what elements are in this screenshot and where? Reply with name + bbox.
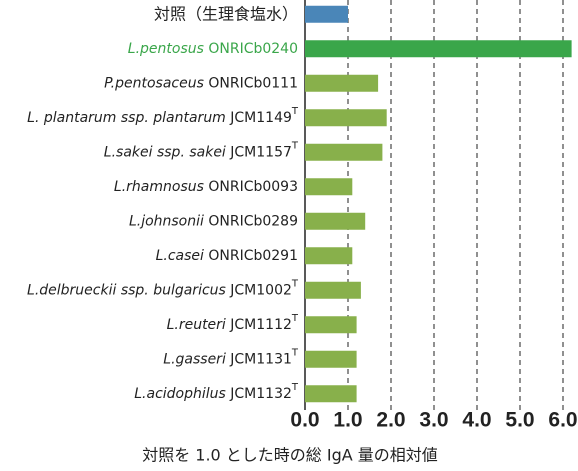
- category-species: L.casei: [156, 248, 204, 264]
- category-species: L.gasseri: [163, 351, 226, 367]
- category-strain: 対照（生理食塩水）: [154, 4, 298, 23]
- y-tick-label: L.casei ONRICb0291: [156, 248, 298, 264]
- x-tick-label: 2.0: [376, 409, 405, 432]
- y-tick-label: 対照（生理食塩水）: [154, 4, 298, 23]
- bar: [305, 109, 387, 127]
- bar: [305, 281, 361, 299]
- bar: [305, 247, 353, 265]
- category-strain: ONRICb0111: [204, 75, 298, 91]
- bar: [305, 316, 357, 334]
- category-species: L. plantarum ssp. plantarum: [27, 110, 226, 126]
- category-strain: ONRICb0291: [204, 248, 298, 264]
- category-species: L.reuteri: [167, 317, 226, 333]
- y-tick-label: P.pentosaceus ONRICb0111: [104, 75, 298, 91]
- bar: [305, 212, 366, 230]
- category-superscript: T: [291, 106, 299, 117]
- category-species: L.johnsonii: [129, 213, 204, 229]
- x-tick-label: 3.0: [419, 409, 448, 432]
- y-tick-label: L.rhamnosus ONRICb0093: [114, 179, 298, 195]
- bar: [305, 350, 357, 368]
- category-species: L.sakei ssp. sakei: [104, 144, 226, 160]
- y-tick-label: L.gasseri JCM1131T: [163, 347, 299, 367]
- bar: [305, 5, 348, 23]
- category-strain: JCM1112: [226, 317, 292, 333]
- category-strain: ONRICb0289: [204, 213, 298, 229]
- x-axis-label: 対照を 1.0 とした時の総 IgA 量の相対値: [142, 446, 438, 465]
- x-tick-label: 0.0: [290, 409, 319, 432]
- category-species: P.pentosaceus: [104, 75, 204, 91]
- bar: [305, 385, 357, 403]
- x-tick-label: 6.0: [548, 409, 577, 432]
- category-strain: ONRICb0240: [204, 41, 298, 57]
- x-tick-label: 5.0: [505, 409, 534, 432]
- bar: [305, 40, 572, 58]
- category-superscript: T: [291, 382, 299, 393]
- bar: [305, 143, 383, 161]
- category-superscript: T: [291, 313, 299, 324]
- category-superscript: T: [291, 140, 299, 151]
- category-strain: JCM1132: [226, 386, 292, 402]
- y-tick-label: L.johnsonii ONRICb0289: [129, 213, 298, 229]
- y-tick-label: L.sakei ssp. sakei JCM1157T: [104, 140, 299, 160]
- y-tick-label: L. plantarum ssp. plantarum JCM1149T: [27, 106, 299, 126]
- bar: [305, 74, 379, 92]
- y-tick-label: L.delbrueckii ssp. bulgaricus JCM1002T: [27, 278, 299, 298]
- x-tick-label: 1.0: [333, 409, 362, 432]
- category-species: L.delbrueckii ssp. bulgaricus: [27, 282, 226, 298]
- category-strain: JCM1131: [226, 351, 292, 367]
- category-strain: JCM1157: [226, 144, 292, 160]
- x-tick-label: 4.0: [462, 409, 491, 432]
- category-species: L.rhamnosus: [114, 179, 204, 195]
- y-tick-label: L.acidophilus JCM1132T: [134, 382, 299, 402]
- category-superscript: T: [291, 278, 299, 289]
- category-superscript: T: [291, 347, 299, 358]
- category-strain: ONRICb0093: [204, 179, 298, 195]
- category-strain: JCM1002: [226, 282, 292, 298]
- y-tick-label: L.reuteri JCM1112T: [167, 313, 299, 333]
- y-tick-label: L.pentosus ONRICb0240: [128, 41, 298, 57]
- category-strain: JCM1149: [226, 110, 292, 126]
- bar: [305, 178, 353, 196]
- category-species: L.acidophilus: [134, 386, 226, 402]
- category-species: L.pentosus: [128, 41, 204, 57]
